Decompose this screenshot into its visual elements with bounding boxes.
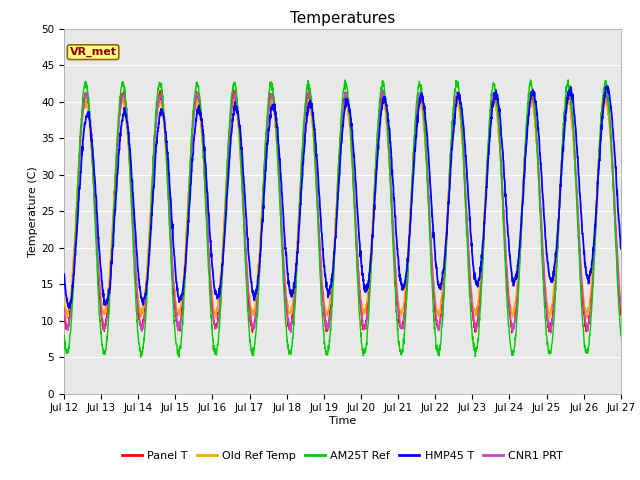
Old Ref Temp — [371, 178, 379, 183]
CNR1 PRT — [568, 108, 576, 114]
Old Ref Temp — [230, 93, 238, 99]
Old Ref Temp — [359, 306, 367, 312]
Line: Old Ref Temp: Old Ref Temp — [64, 96, 621, 318]
AM25T Ref — [60, 333, 68, 339]
Text: VR_met: VR_met — [70, 47, 116, 57]
Panel T — [216, 307, 223, 313]
HMP45 T — [216, 288, 223, 293]
Y-axis label: Temperature (C): Temperature (C) — [28, 166, 38, 257]
Panel T — [358, 324, 366, 330]
HMP45 T — [371, 195, 379, 201]
HMP45 T — [359, 272, 367, 278]
HMP45 T — [60, 271, 68, 277]
AM25T Ref — [584, 349, 591, 355]
CNR1 PRT — [617, 304, 625, 310]
Panel T — [504, 298, 512, 304]
Old Ref Temp — [584, 310, 591, 316]
CNR1 PRT — [547, 330, 555, 336]
Panel T — [568, 112, 576, 118]
Old Ref Temp — [568, 126, 576, 132]
Old Ref Temp — [504, 285, 512, 291]
Old Ref Temp — [60, 294, 68, 300]
Panel T — [584, 324, 591, 329]
Line: HMP45 T: HMP45 T — [64, 86, 621, 308]
Old Ref Temp — [216, 291, 223, 297]
CNR1 PRT — [305, 86, 312, 92]
HMP45 T — [617, 246, 625, 252]
HMP45 T — [584, 272, 591, 278]
Panel T — [508, 330, 516, 336]
Panel T — [60, 306, 68, 312]
CNR1 PRT — [584, 324, 591, 330]
AM25T Ref — [564, 77, 572, 83]
HMP45 T — [604, 83, 611, 89]
HMP45 T — [568, 93, 575, 98]
HMP45 T — [504, 233, 512, 239]
AM25T Ref — [568, 108, 576, 114]
Line: CNR1 PRT: CNR1 PRT — [64, 89, 621, 333]
Panel T — [371, 185, 378, 191]
AM25T Ref — [359, 345, 367, 351]
Panel T — [617, 312, 625, 318]
X-axis label: Time: Time — [329, 416, 356, 426]
AM25T Ref — [371, 183, 379, 189]
CNR1 PRT — [60, 304, 68, 310]
Line: Panel T: Panel T — [64, 90, 621, 333]
AM25T Ref — [504, 323, 512, 328]
HMP45 T — [65, 305, 73, 311]
AM25T Ref — [216, 324, 223, 330]
Legend: Panel T, Old Ref Temp, AM25T Ref, HMP45 T, CNR1 PRT: Panel T, Old Ref Temp, AM25T Ref, HMP45 … — [117, 446, 568, 466]
AM25T Ref — [617, 333, 625, 338]
Old Ref Temp — [617, 294, 625, 300]
CNR1 PRT — [371, 193, 379, 199]
Old Ref Temp — [545, 315, 553, 321]
Title: Temperatures: Temperatures — [290, 11, 395, 26]
CNR1 PRT — [504, 291, 512, 297]
Panel T — [379, 87, 387, 93]
Line: AM25T Ref: AM25T Ref — [64, 80, 621, 357]
CNR1 PRT — [359, 318, 367, 324]
AM25T Ref — [137, 354, 145, 360]
CNR1 PRT — [216, 308, 223, 314]
